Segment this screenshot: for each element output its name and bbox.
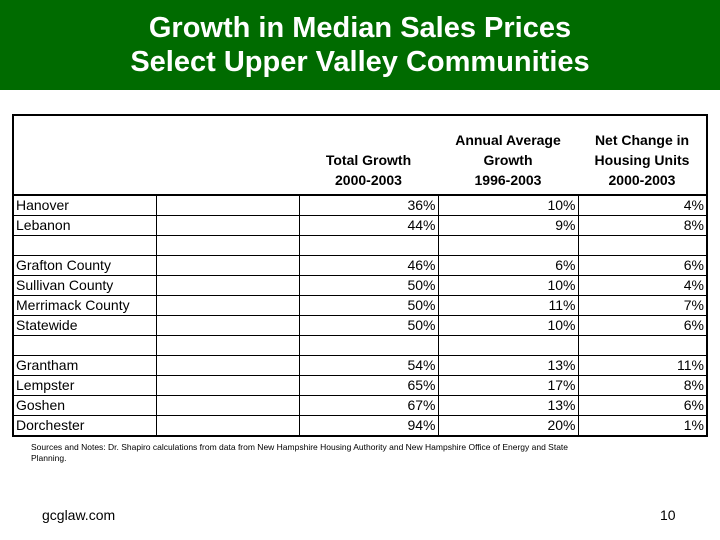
- table-cell: [155, 215, 300, 236]
- table-row: Statewide 50% 10% 6%: [12, 315, 708, 336]
- table-cell: 10%: [437, 194, 579, 216]
- table-cell: 9%: [437, 215, 579, 236]
- table-row: Lebanon 44% 9% 8%: [12, 215, 708, 236]
- row-label: Hanover: [12, 194, 157, 216]
- table-cell: 50%: [298, 295, 439, 316]
- table-cell: 44%: [298, 215, 439, 236]
- table-row: Hanover 36% 10% 4%: [12, 194, 708, 216]
- table-cell: 1%: [577, 415, 708, 437]
- row-label: Merrimack County: [12, 295, 157, 316]
- table-cell: 11%: [437, 295, 579, 316]
- table-cell: 13%: [437, 395, 579, 416]
- table-body: Hanover 36% 10% 4% Lebanon 44% 9% 8% Grafton Cou…: [12, 194, 708, 437]
- table-cell: 13%: [437, 355, 579, 376]
- table-row: Grantham 54% 13% 11%: [12, 355, 708, 376]
- table-cell: [155, 375, 300, 396]
- table-cell: [298, 235, 439, 256]
- table-cell: [155, 415, 300, 437]
- table-cell: 4%: [577, 275, 708, 296]
- column-header: Net Change in Housing Units 2000-2003: [594, 132, 690, 188]
- table-cell: [155, 335, 300, 356]
- table-cell: 7%: [577, 295, 708, 316]
- table-cell: [155, 275, 300, 296]
- sources-notes: Sources and Notes: Dr. Shapiro calculati…: [31, 442, 569, 463]
- table-cell: [437, 235, 579, 256]
- table-cell: 36%: [298, 194, 439, 216]
- table-cell: 6%: [577, 255, 708, 276]
- slide-title-line2: Select Upper Valley Communities: [130, 46, 590, 78]
- row-label: Dorchester: [12, 415, 157, 437]
- table-row: Goshen 67% 13% 6%: [12, 395, 708, 416]
- table-cell: [298, 335, 439, 356]
- row-label: Lempster: [12, 375, 157, 396]
- column-header: Annual Average Growth 1996-2003: [455, 132, 561, 188]
- table-cell: [577, 235, 708, 256]
- table-cell: 11%: [577, 355, 708, 376]
- table-cell: 8%: [577, 375, 708, 396]
- table-row: Grafton County 46% 6% 6%: [12, 255, 708, 276]
- slide-title-line1: Growth in Median Sales Prices: [148, 12, 572, 44]
- row-label: Sullivan County: [12, 275, 157, 296]
- column-header: [13, 115, 156, 195]
- table-cell: 50%: [298, 275, 439, 296]
- column-header: Total Growth 2000-2003: [325, 152, 412, 188]
- table-cell: [155, 194, 300, 216]
- row-label: Grafton County: [12, 255, 157, 276]
- table-cell: 10%: [437, 275, 579, 296]
- table-row: Lempster 65% 17% 8%: [12, 375, 708, 396]
- table-cell: 67%: [298, 395, 439, 416]
- title-banner: Growth in Median Sales Prices Select Upp…: [0, 0, 720, 90]
- table-cell: 65%: [298, 375, 439, 396]
- header-row: Total Growth 2000-2003 Annual Average Gro…: [13, 115, 707, 195]
- table-cell: 6%: [577, 395, 708, 416]
- table-cell: 46%: [298, 255, 439, 276]
- table-cell: 4%: [577, 194, 708, 216]
- table-cell: 6%: [437, 255, 579, 276]
- table-cell: 17%: [437, 375, 579, 396]
- table-cell: 94%: [298, 415, 439, 437]
- table-cell: 54%: [298, 355, 439, 376]
- table-cell: [577, 335, 708, 356]
- table-cell: 8%: [577, 215, 708, 236]
- table-row: Sullivan County 50% 10% 4%: [12, 275, 708, 296]
- footer-site: gcglaw.com: [42, 507, 116, 523]
- column-header: [156, 115, 299, 195]
- table-row: Merrimack County 50% 11% 7%: [12, 295, 708, 316]
- row-label: Goshen: [12, 395, 157, 416]
- table-cell: [155, 315, 300, 336]
- row-label: Lebanon: [12, 215, 157, 236]
- table-row: Dorchester 94% 20% 1%: [12, 415, 708, 437]
- table-cell: 6%: [577, 315, 708, 336]
- row-label: Grantham: [12, 355, 157, 376]
- table-row: [12, 235, 708, 256]
- table-cell: 10%: [437, 315, 579, 336]
- table-cell: 50%: [298, 315, 439, 336]
- growth-table: Total Growth 2000-2003 Annual Average Gro…: [12, 114, 708, 437]
- table-cell: [155, 235, 300, 256]
- row-label: Statewide: [12, 315, 157, 336]
- table-cell: [437, 335, 579, 356]
- data-table-container: Total Growth 2000-2003 Annual Average Gro…: [12, 114, 708, 437]
- table-cell: [155, 355, 300, 376]
- table-cell: [155, 295, 300, 316]
- table-cell: [155, 395, 300, 416]
- page-number: 10: [660, 507, 676, 523]
- row-label: [12, 335, 157, 356]
- table-row: [12, 335, 708, 356]
- table-cell: [155, 255, 300, 276]
- table-cell: 20%: [437, 415, 579, 437]
- row-label: [12, 235, 157, 256]
